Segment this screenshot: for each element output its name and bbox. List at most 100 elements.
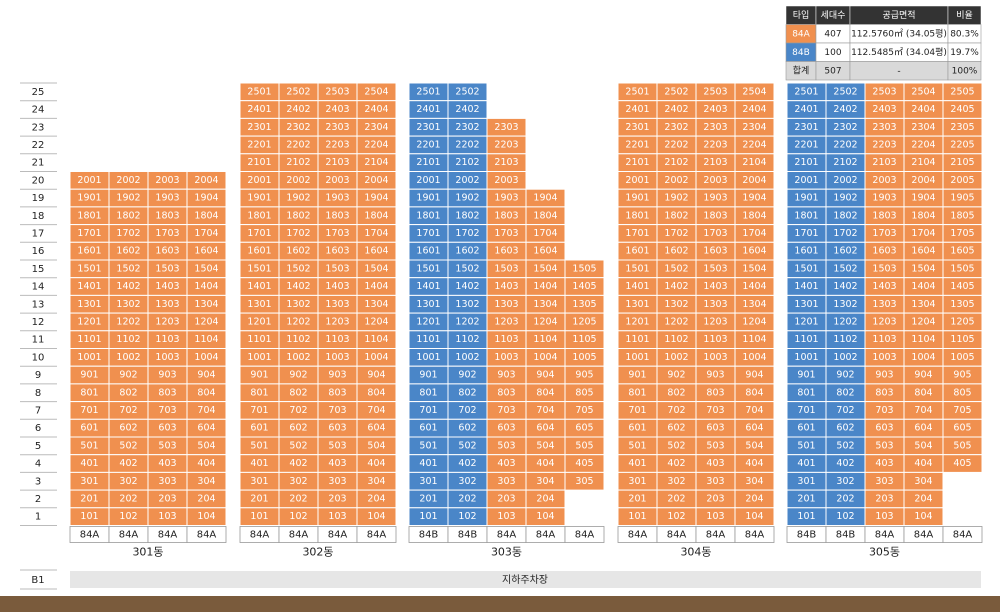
unit-number: 1903 <box>325 193 349 204</box>
unit-number: 903 <box>158 370 176 381</box>
unit-number: 1704 <box>911 228 935 239</box>
unit-number: 1503 <box>872 263 896 274</box>
unit-number: 1203 <box>155 316 179 327</box>
unit-number: 1103 <box>155 334 179 345</box>
table-text: 19.7% <box>950 48 979 58</box>
type-label: 84B <box>836 530 856 541</box>
unit-number: 1301 <box>247 299 271 310</box>
unit-number: 1003 <box>155 352 179 363</box>
unit-number: 1503 <box>325 263 349 274</box>
unit-number: 1602 <box>116 246 140 257</box>
unit-number: 1603 <box>325 246 349 257</box>
unit-number: 1201 <box>416 316 440 327</box>
unit-number: 1904 <box>533 193 557 204</box>
unit-number: 1802 <box>286 210 310 221</box>
type-label: 84A <box>875 530 895 541</box>
unit-number: 601 <box>419 423 437 434</box>
unit-number: 202 <box>289 493 307 504</box>
table-header: 세대수 <box>821 10 846 21</box>
unit-number: 104 <box>367 511 385 522</box>
unit-number: 2305 <box>950 122 974 133</box>
unit-number: 2101 <box>794 157 818 168</box>
unit-number: 1503 <box>494 263 518 274</box>
unit-number: 1501 <box>247 263 271 274</box>
unit-number: 1701 <box>247 228 271 239</box>
unit-number: 504 <box>914 440 932 451</box>
unit-number: 402 <box>458 458 476 469</box>
unit-number: 2101 <box>416 157 440 168</box>
unit-number: 301 <box>628 476 646 487</box>
unit-number: 1102 <box>455 334 479 345</box>
unit-number: 1904 <box>742 193 766 204</box>
unit-number: 703 <box>875 405 893 416</box>
unit-number: 801 <box>419 387 437 398</box>
unit-number: 504 <box>367 440 385 451</box>
unit-number: 602 <box>119 423 137 434</box>
basement-floor: B1 <box>31 575 44 586</box>
unit-number: 1605 <box>950 246 974 257</box>
unit-number: 1802 <box>116 210 140 221</box>
unit-number: 1903 <box>155 193 179 204</box>
unit-number: 2203 <box>325 139 349 150</box>
unit-number: 1204 <box>533 316 557 327</box>
unit-number: 1802 <box>664 210 688 221</box>
unit-number: 801 <box>250 387 268 398</box>
unit-number: 1805 <box>950 210 974 221</box>
unit-number: 904 <box>536 370 554 381</box>
unit-number: 2402 <box>455 104 479 115</box>
unit-number: 904 <box>197 370 215 381</box>
unit-number: 1604 <box>533 246 557 257</box>
unit-number: 803 <box>497 387 515 398</box>
unit-number: 601 <box>80 423 98 434</box>
unit-number: 905 <box>953 370 971 381</box>
unit-number: 1502 <box>116 263 140 274</box>
unit-number: 1703 <box>325 228 349 239</box>
unit-number: 1801 <box>247 210 271 221</box>
unit-number: 1403 <box>155 281 179 292</box>
floor-label: 13 <box>32 299 45 310</box>
unit-number: 1001 <box>416 352 440 363</box>
unit-number: 1702 <box>664 228 688 239</box>
unit-number: 1503 <box>155 263 179 274</box>
unit-number: 1204 <box>911 316 935 327</box>
unit-number: 805 <box>953 387 971 398</box>
floor-label: 18 <box>32 211 45 222</box>
unit-number: 101 <box>419 511 437 522</box>
unit-number: 1704 <box>194 228 218 239</box>
unit-number: 1704 <box>742 228 766 239</box>
unit-number: 1005 <box>572 352 596 363</box>
unit-number: 2304 <box>742 122 766 133</box>
unit-number: 2502 <box>833 86 857 97</box>
unit-number: 502 <box>289 440 307 451</box>
unit-number: 704 <box>367 405 385 416</box>
unit-number: 504 <box>197 440 215 451</box>
unit-number: 604 <box>536 423 554 434</box>
table-header: 비율 <box>956 10 973 21</box>
unit-number: 2002 <box>455 175 479 186</box>
unit-number: 1204 <box>364 316 388 327</box>
unit-number: 2104 <box>364 157 388 168</box>
unit-number: 1401 <box>247 281 271 292</box>
unit-number: 601 <box>797 423 815 434</box>
unit-number: 802 <box>667 387 685 398</box>
unit-number: 1504 <box>364 263 388 274</box>
unit-number: 2502 <box>455 86 479 97</box>
unit-number: 2401 <box>625 104 649 115</box>
unit-number: 704 <box>914 405 932 416</box>
type-label: 84A <box>80 530 100 541</box>
unit-number: 202 <box>458 493 476 504</box>
unit-number: 2405 <box>950 104 974 115</box>
unit-number: 2103 <box>703 157 727 168</box>
unit-number: 1803 <box>872 210 896 221</box>
unit-number: 1703 <box>872 228 896 239</box>
unit-number: 1202 <box>833 316 857 327</box>
unit-number: 905 <box>575 370 593 381</box>
unit-number: 2003 <box>155 175 179 186</box>
unit-number: 902 <box>667 370 685 381</box>
unit-number: 2002 <box>116 175 140 186</box>
unit-number: 104 <box>745 511 763 522</box>
unit-number: 2302 <box>664 122 688 133</box>
unit-number: 203 <box>158 493 176 504</box>
unit-number: 1704 <box>364 228 388 239</box>
unit-number: 2201 <box>794 139 818 150</box>
